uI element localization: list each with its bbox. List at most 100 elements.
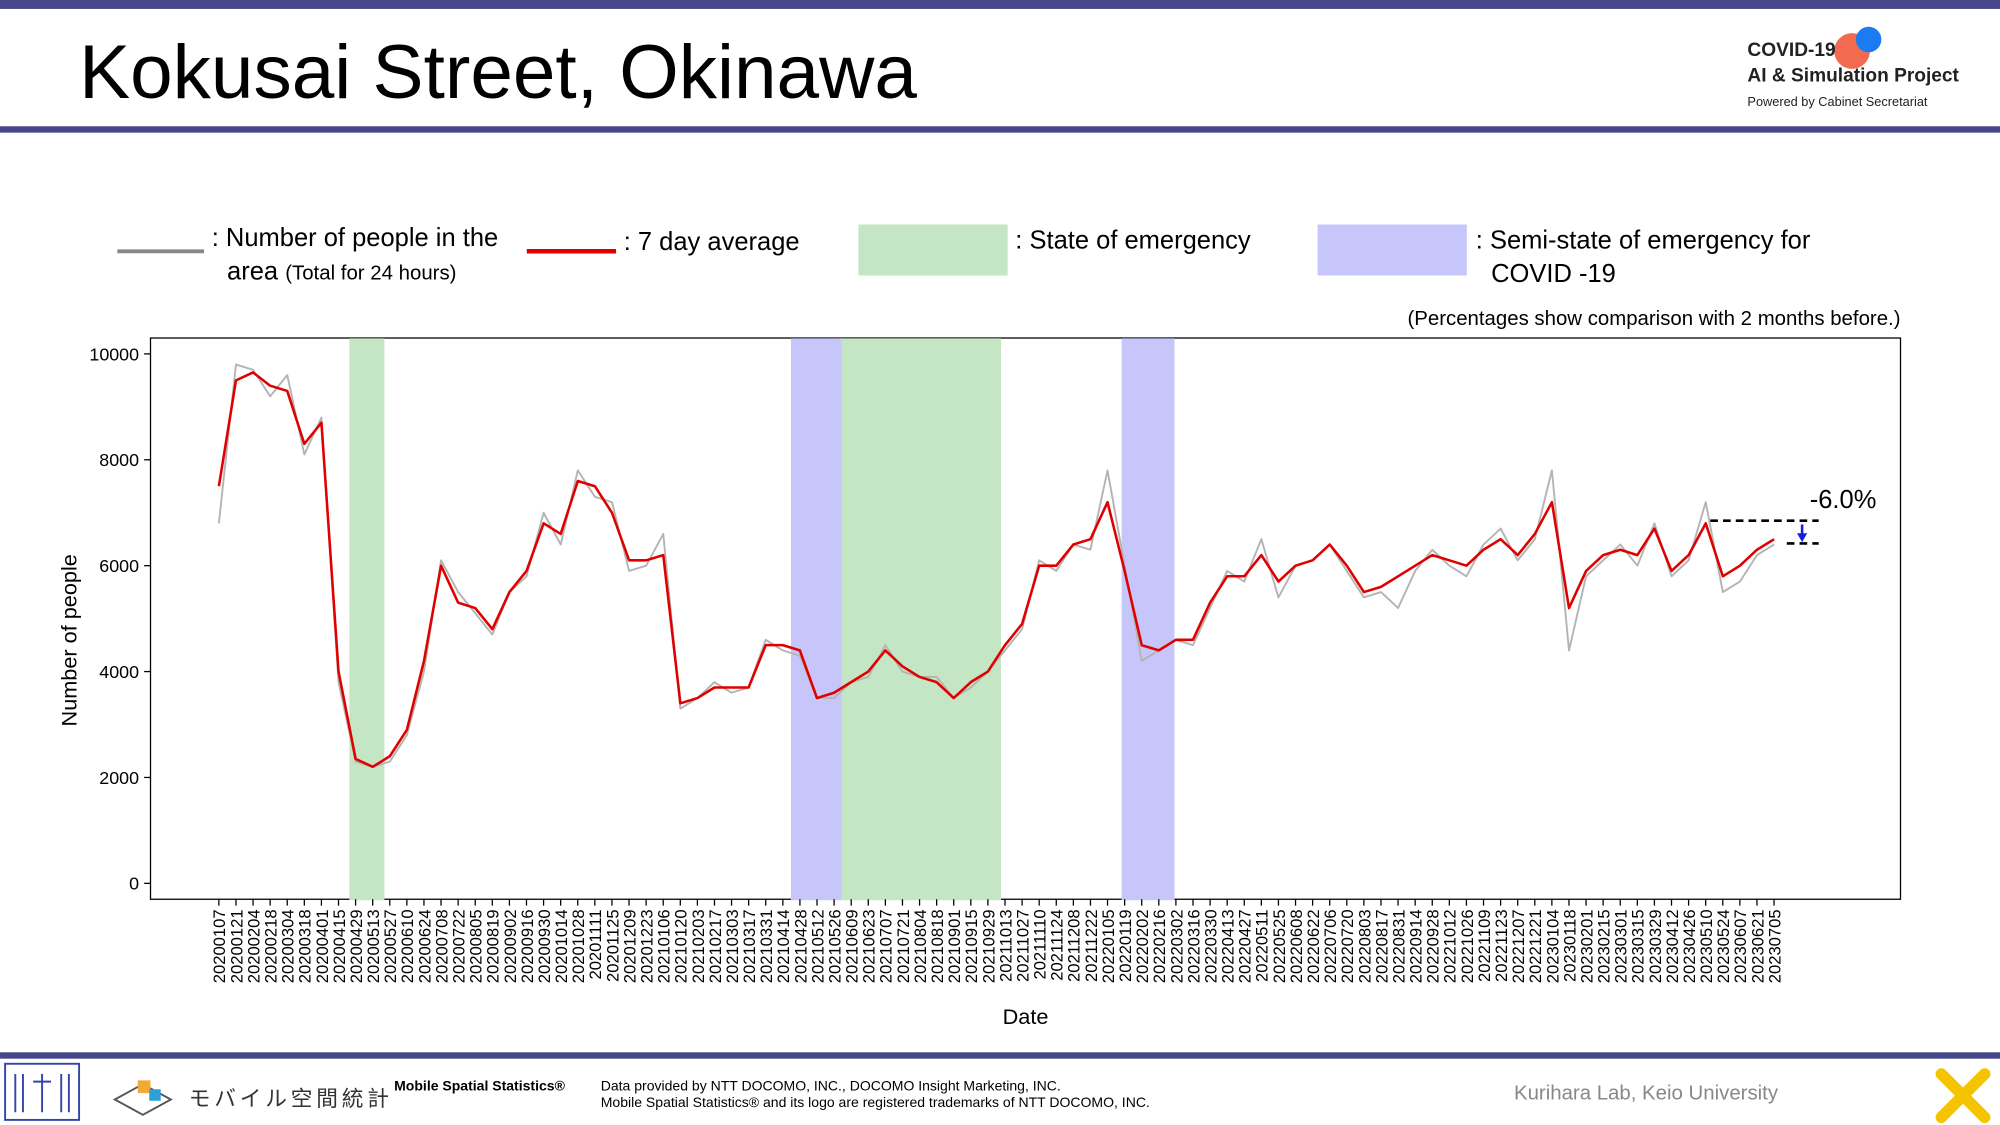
brand-en: Mobile Spatial Statistics® [394,1078,565,1094]
x-tick-label: 20211027 [1013,909,1032,982]
x-tick-label: 20201125 [603,909,622,982]
note: (Percentages show comparison with 2 mont… [1407,308,1900,330]
logo-dot [1855,26,1882,53]
brand: モバイル空間統計 [189,1086,393,1111]
x-tick-label: 20200610 [398,909,417,983]
x-tick-label: 20210609 [843,909,862,983]
logo-text: Powered by Cabinet Secretariat [1747,94,1927,109]
x-tick-label: 20221109 [1475,909,1494,982]
x-tick-label: 20200401 [313,909,332,983]
x-tick-label: 20200930 [535,909,554,983]
comparison-arrow [1797,533,1808,543]
x-tick-label: 20200805 [467,909,486,983]
x-tick-label: 20210106 [655,909,674,983]
period-band [1121,338,1175,901]
credit: Data provided by NTT DOCOMO, INC., DOCOM… [601,1078,1061,1094]
y-tick-label: 2000 [99,768,139,788]
legend-entry: : Number of people in the area (Total fo… [212,222,544,291]
lab-icon [4,1062,81,1121]
y-axis-label: Number of people [57,554,82,726]
legend-entry-text: : State of emergency [1015,224,1296,257]
x-tick-label: 20220427 [1236,909,1255,983]
title: Kokusai Street, Okinawa [79,30,917,115]
x-tick-label: 20200204 [244,909,263,983]
x-tick-label: 20220803 [1355,909,1374,983]
x-tick-label: 20220525 [1270,909,1289,983]
x-tick-label: 20201014 [552,909,571,983]
period-band [839,338,1002,901]
series-line [217,363,1775,768]
x-tick-label: 20200819 [484,909,503,983]
x-tick-label: 20210818 [928,909,947,983]
x-tick-label: 20230215 [1595,909,1614,983]
period-band [349,338,385,901]
x-tick-label: 20220720 [1338,909,1357,983]
y-tick-label: 8000 [99,450,139,470]
legend-entry-text: : 7 day average [624,226,841,259]
legend-entry: : State of emergency [1015,224,1296,257]
y-tick-label: 0 [129,874,139,894]
x-tick-label: 20210915 [962,909,981,983]
legend-entry-text: : Number of people in the area (Total fo… [212,222,544,291]
x-tick-label: 20220316 [1184,909,1203,983]
x-tick-label: 20200624 [415,909,434,983]
y-tick-label: 4000 [99,662,139,682]
legend-label: : 7 day average [623,228,800,257]
brand-icon [112,1083,173,1116]
x-tick-label: 20221026 [1458,909,1477,983]
x-tick-label: 20220302 [1167,909,1186,983]
x-tick-label: 20210623 [860,909,879,983]
x-tick-label: 20220216 [1150,909,1169,983]
x-tick-label: 20220622 [1304,909,1323,983]
lab-name: Kurihara Lab, Keio University [1514,1082,1779,1104]
x-tick-label: 20230621 [1748,909,1767,983]
x-tick-label: 20210120 [672,909,691,983]
x-tick-label: 20210331 [757,909,776,983]
legend-label: : Semi-state of emergency for COVID -19 [1475,227,1811,289]
x-tick-label: 20211222 [1082,909,1101,982]
y-tick-label: 6000 [99,556,139,576]
x-tick-label: 20200708 [432,909,451,983]
x-tick-label: 20230118 [1560,909,1579,982]
x-tick-label: 20210512 [808,909,827,983]
x-axis-label: Date [1003,1004,1049,1029]
x-tick-label: 20230315 [1629,909,1648,983]
x-tick-label: 20210804 [911,909,930,983]
x-tick-label: 20200218 [262,909,281,983]
x-tick-label: 20220202 [1133,909,1152,983]
x-tick-label: 20220105 [1099,909,1118,983]
x-tick-label: 20210317 [740,909,759,983]
x-tick-label: 20200429 [347,909,366,983]
plot: 0200040006000800010000202001072020012120… [89,338,1876,983]
x-tick-label: 20230104 [1543,909,1562,983]
brand-icon [137,1080,151,1094]
x-tick-label: 20201111 [586,909,605,979]
x-tick-label: 20210303 [723,909,742,983]
x-tick-label: 20221221 [1526,909,1545,983]
x-tick-label: 20220706 [1321,909,1340,983]
series-line [217,371,1775,769]
x-tick-label: 20201028 [569,909,588,983]
x-tick-label: 20200902 [501,909,520,983]
x-tick-label: 20211124 [1048,909,1067,980]
x-tick-label: 20210217 [706,909,725,983]
x-tick-label: 20220511 [1253,909,1272,982]
x-tick-label: 20210901 [945,909,964,983]
x-tick-label: 20220119 [1116,909,1135,982]
x-tick-label: 20220831 [1389,909,1408,983]
logo-text: COVID-19 [1747,40,1835,61]
x-tick-label: 20230524 [1714,909,1733,983]
x-tick-label: 20210526 [825,909,844,983]
legend-entry-text: : Semi-state of emergency for COVID -19 [1476,224,1884,290]
x-tick-label: 20230705 [1765,909,1784,983]
credit: Mobile Spatial Statistics® and its logo … [601,1094,1150,1110]
x-tick-label: 20221207 [1509,909,1528,983]
x-tick-label: 20200722 [450,909,469,983]
x-tick-label: 20200916 [518,909,537,983]
x-tick-label: 20220928 [1424,909,1443,983]
x-tick-label: 20230426 [1680,909,1699,983]
top-bar [0,0,2000,9]
legend-label: : State of emergency [1015,227,1251,256]
